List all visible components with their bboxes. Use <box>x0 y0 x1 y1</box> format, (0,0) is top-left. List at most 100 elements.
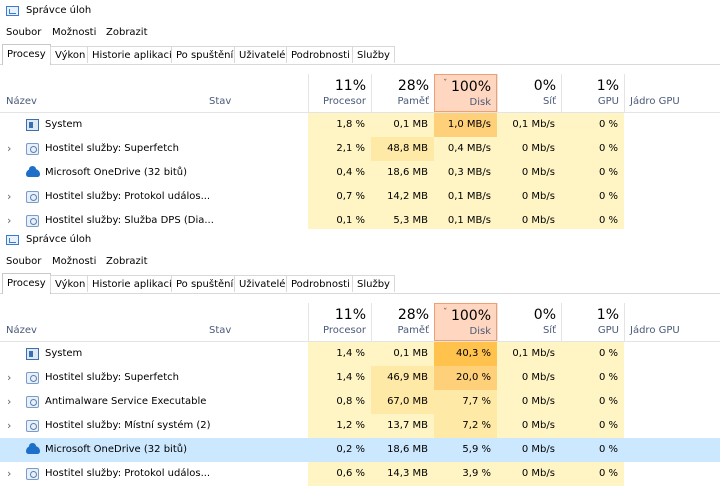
tab-2[interactable]: Historie aplikací <box>87 46 177 63</box>
process-row[interactable]: › Hostitel služby: Místní systém (2) 1,2 %… <box>0 414 720 438</box>
system-icon <box>26 119 39 131</box>
process-gpu-value: 0 % <box>561 414 624 438</box>
header-mem-percent: 28% <box>397 78 429 94</box>
process-row[interactable]: System 1,8 % 0,1 MB 1,0 MB/s 0,1 Mb/s 0 % <box>0 113 720 137</box>
process-mem-value: 5,3 MB <box>371 209 434 229</box>
expand-chevron-icon[interactable]: › <box>7 142 12 155</box>
header-disk-label: Disk <box>469 326 491 337</box>
header-name[interactable]: Název <box>6 96 37 107</box>
header-net-label: Síť <box>542 96 556 107</box>
menu-soubor[interactable]: Soubor <box>6 256 42 267</box>
expand-chevron-icon[interactable]: › <box>7 214 12 227</box>
menu-soubor[interactable]: Soubor <box>6 27 42 38</box>
process-net-value: 0 Mb/s <box>497 438 561 462</box>
expand-chevron-icon[interactable]: › <box>7 467 12 480</box>
process-row[interactable]: › Hostitel služby: Superfetch 1,4 % 46,9 MB… <box>0 366 720 390</box>
header-status[interactable]: Stav <box>209 96 232 107</box>
header-disk[interactable]: ˇ 100% Disk <box>434 74 497 112</box>
menu-zobrazit[interactable]: Zobrazit <box>106 256 148 267</box>
menu-moznosti[interactable]: Možnosti <box>52 256 97 267</box>
process-disk-value: 40,3 % <box>434 342 497 366</box>
header-net-label: Síť <box>542 325 556 336</box>
gear-icon <box>26 143 39 155</box>
header-gpu[interactable]: 1% GPU <box>561 74 624 112</box>
header-gpu[interactable]: 1% GPU <box>561 303 624 341</box>
tab-3[interactable]: Po spuštění <box>171 46 239 63</box>
process-gpu-value: 0 % <box>561 342 624 366</box>
process-mem-value: 18,6 MB <box>371 161 434 185</box>
header-gpu-engine-label: Jádro GPU <box>630 96 680 107</box>
process-list: System 1,8 % 0,1 MB 1,0 MB/s 0,1 Mb/s 0 % › Hos… <box>0 113 720 229</box>
menu-moznosti[interactable]: Možnosti <box>52 27 97 38</box>
expand-chevron-icon[interactable]: › <box>7 395 12 408</box>
header-disk[interactable]: ˇ 100% Disk <box>434 303 497 341</box>
header-mem[interactable]: 28% Paměť <box>371 74 434 112</box>
process-mem-value: 67,0 MB <box>371 390 434 414</box>
process-disk-value: 3,9 % <box>434 462 497 486</box>
header-mem-label: Paměť <box>397 325 429 336</box>
header-name[interactable]: Název <box>6 325 37 336</box>
tab-3[interactable]: Po spuštění <box>171 275 239 292</box>
process-disk-value: 0,1 MB/s <box>434 209 497 229</box>
header-gpu-percent: 1% <box>596 78 619 94</box>
menu-bar: Soubor Možnosti Zobrazit <box>0 253 720 271</box>
header-cpu[interactable]: 11% Procesor <box>308 74 371 112</box>
header-mem-percent: 28% <box>397 307 429 323</box>
process-disk-value: 20,0 % <box>434 366 497 390</box>
menu-bar: Soubor Možnosti Zobrazit <box>0 24 720 42</box>
tab-0[interactable]: Procesy <box>2 273 51 294</box>
header-disk-percent: 100% <box>450 308 491 324</box>
menu-zobrazit[interactable]: Zobrazit <box>106 27 148 38</box>
tab-0[interactable]: Procesy <box>2 44 51 65</box>
process-row[interactable]: › Hostitel služby: Protokol událos... 0,6 … <box>0 462 720 486</box>
process-gpu-value: 0 % <box>561 438 624 462</box>
process-row[interactable]: System 1,4 % 0,1 MB 40,3 % 0,1 Mb/s 0 % <box>0 342 720 366</box>
process-gpu-value: 0 % <box>561 366 624 390</box>
tab-6[interactable]: Služby <box>352 275 395 292</box>
header-cpu-label: Procesor <box>323 96 366 107</box>
process-cpu-value: 1,4 % <box>308 342 371 366</box>
header-status[interactable]: Stav <box>209 325 232 336</box>
process-row[interactable]: Microsoft OneDrive (32 bitů) 0,4 % 18,6 MB… <box>0 161 720 185</box>
header-net-percent: 0% <box>533 307 556 323</box>
process-name: Hostitel služby: Protokol událos... <box>45 468 211 479</box>
header-gpu-engine[interactable]: Jádro GPU <box>624 74 720 112</box>
process-mem-value: 14,2 MB <box>371 185 434 209</box>
process-cpu-value: 0,2 % <box>308 438 371 462</box>
process-gpu-value: 0 % <box>561 390 624 414</box>
task-manager-icon <box>6 235 19 245</box>
tab-2[interactable]: Historie aplikací <box>87 275 177 292</box>
window-title: Správce úloh <box>26 234 92 245</box>
process-mem-value: 48,8 MB <box>371 137 434 161</box>
process-row[interactable]: Microsoft OneDrive (32 bitů) 0,2 % 18,6 MB… <box>0 438 720 462</box>
header-net[interactable]: 0% Síť <box>497 303 561 341</box>
process-row[interactable]: › Hostitel služby: Protokol událos... 0,7 … <box>0 185 720 209</box>
tab-4[interactable]: Uživatelé <box>234 46 291 63</box>
process-disk-value: 1,0 MB/s <box>434 113 497 137</box>
expand-chevron-icon[interactable]: › <box>7 419 12 432</box>
process-name: Hostitel služby: Protokol událos... <box>45 191 211 202</box>
expand-chevron-icon[interactable]: › <box>7 371 12 384</box>
process-disk-value: 0,3 MB/s <box>434 161 497 185</box>
header-gpu-label: GPU <box>597 96 619 107</box>
tab-6[interactable]: Služby <box>352 46 395 63</box>
header-cpu-label: Procesor <box>323 325 366 336</box>
tab-5[interactable]: Podrobnosti <box>286 46 355 63</box>
process-row[interactable]: › Hostitel služby: Superfetch 2,1 % 48,8 MB… <box>0 137 720 161</box>
process-list: System 1,4 % 0,1 MB 40,3 % 0,1 Mb/s 0 % › Hosti… <box>0 342 720 486</box>
header-net[interactable]: 0% Síť <box>497 74 561 112</box>
process-row[interactable]: › Antimalware Service Executable 0,8 % 67,0… <box>0 390 720 414</box>
tab-1[interactable]: Výkon <box>50 275 91 292</box>
process-row[interactable]: › Hostitel služby: Služba DPS (Dia... 0,1 … <box>0 209 720 229</box>
gear-icon <box>26 215 39 227</box>
header-mem[interactable]: 28% Paměť <box>371 303 434 341</box>
process-mem-value: 14,3 MB <box>371 462 434 486</box>
tab-4[interactable]: Uživatelé <box>234 275 291 292</box>
process-cpu-value: 1,4 % <box>308 366 371 390</box>
header-cpu[interactable]: 11% Procesor <box>308 303 371 341</box>
tab-1[interactable]: Výkon <box>50 46 91 63</box>
expand-chevron-icon[interactable]: › <box>7 190 12 203</box>
header-gpu-engine[interactable]: Jádro GPU <box>624 303 720 341</box>
tab-5[interactable]: Podrobnosti <box>286 275 355 292</box>
gear-icon <box>26 396 39 408</box>
